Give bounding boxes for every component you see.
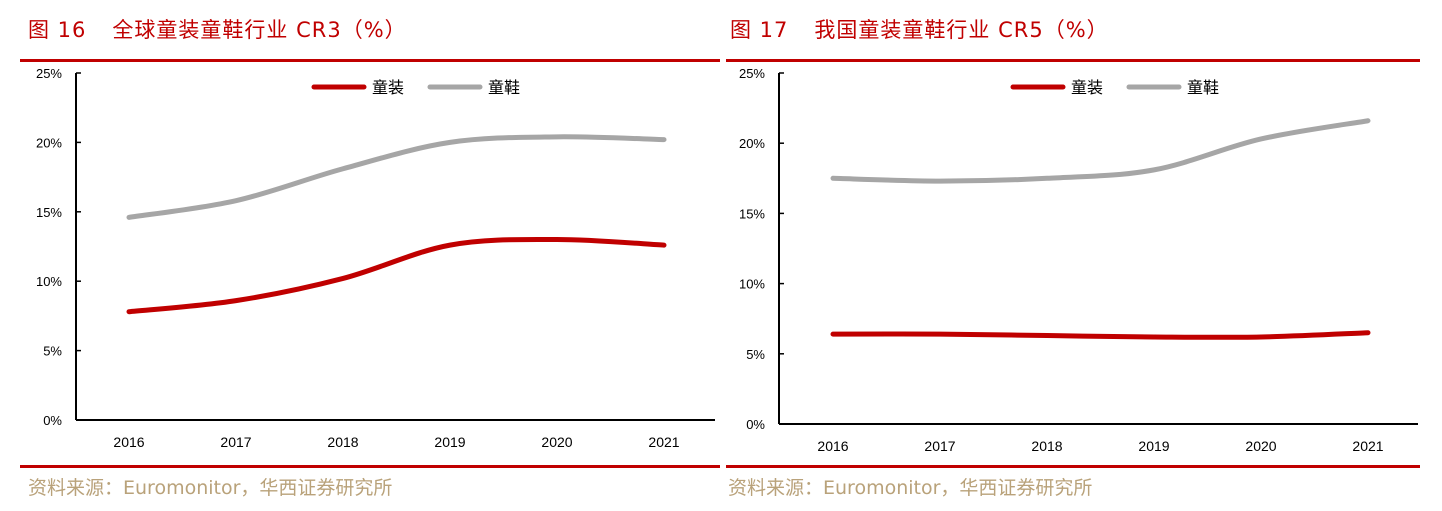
chart-title: 图 17 我国童装童鞋行业 CR5（%） (730, 14, 1109, 44)
y-tick-label: 20% (739, 136, 765, 151)
chart-panel-global-cr3: 图 16 全球童装童鞋行业 CR3（%） 0% 5% 10% 15% 20% 25% 2016… (0, 0, 720, 511)
legend-label: 童鞋 (488, 78, 520, 97)
figure-title: 全球童装童鞋行业 CR3（%） (112, 18, 407, 42)
source-note: 资料来源：Euromonitor，华西证券研究所 (28, 477, 393, 499)
figure-number: 图 16 (28, 18, 87, 42)
series-line-apparel (830, 330, 1371, 340)
series-line-shoes (830, 118, 1371, 184)
bottom-divider (20, 465, 720, 468)
top-divider (726, 59, 1420, 62)
y-tick-label: 15% (739, 206, 765, 221)
legend-label: 童装 (1071, 78, 1103, 97)
source-note: 资料来源：Euromonitor，华西证券研究所 (728, 477, 1093, 499)
x-tick-label: 2016 (817, 438, 848, 454)
line-chart: 0% 5% 10% 15% 20% 25% 2016 2017 2018 2019 2020 2021… (36, 66, 715, 450)
x-tick-label: 2017 (924, 438, 955, 454)
y-tick-label: 15% (36, 205, 62, 220)
chart-panel-china-cr5: 图 17 我国童装童鞋行业 CR5（%） 0% 5% 10% 15% 20% 25% 2016… (722, 0, 1442, 511)
x-tick-label: 2019 (434, 434, 465, 450)
series-line-shoes (126, 134, 667, 220)
x-tick-label: 2020 (541, 434, 572, 450)
y-tick-label: 5% (43, 344, 62, 359)
x-tick-label: 2017 (220, 434, 251, 450)
y-tick-label: 10% (739, 277, 765, 292)
x-tick-label: 2018 (1031, 438, 1062, 454)
x-tick-label: 2021 (1352, 438, 1383, 454)
y-tick-label: 0% (43, 413, 62, 428)
y-tick-label: 20% (36, 135, 62, 150)
x-tick-label: 2018 (327, 434, 358, 450)
x-tick-label: 2020 (1245, 438, 1276, 454)
x-tick-label: 2019 (1138, 438, 1169, 454)
figure-title: 我国童装童鞋行业 CR5（%） (814, 18, 1109, 42)
x-tick-label: 2016 (113, 434, 144, 450)
y-tick-label: 25% (739, 66, 765, 81)
top-divider (20, 59, 720, 62)
line-chart: 0% 5% 10% 15% 20% 25% 2016 2017 2018 2019 2020 2021… (739, 66, 1418, 454)
y-tick-label: 10% (36, 274, 62, 289)
y-tick-label: 5% (746, 347, 765, 362)
figure-number: 图 17 (730, 18, 789, 42)
x-tick-label: 2021 (648, 434, 679, 450)
legend-label: 童鞋 (1187, 78, 1219, 97)
series-line-apparel (126, 237, 667, 315)
bottom-divider (726, 465, 1420, 468)
chart-title: 图 16 全球童装童鞋行业 CR3（%） (28, 14, 407, 44)
y-tick-label: 0% (746, 417, 765, 432)
y-tick-label: 25% (36, 66, 62, 81)
legend-label: 童装 (372, 78, 404, 97)
